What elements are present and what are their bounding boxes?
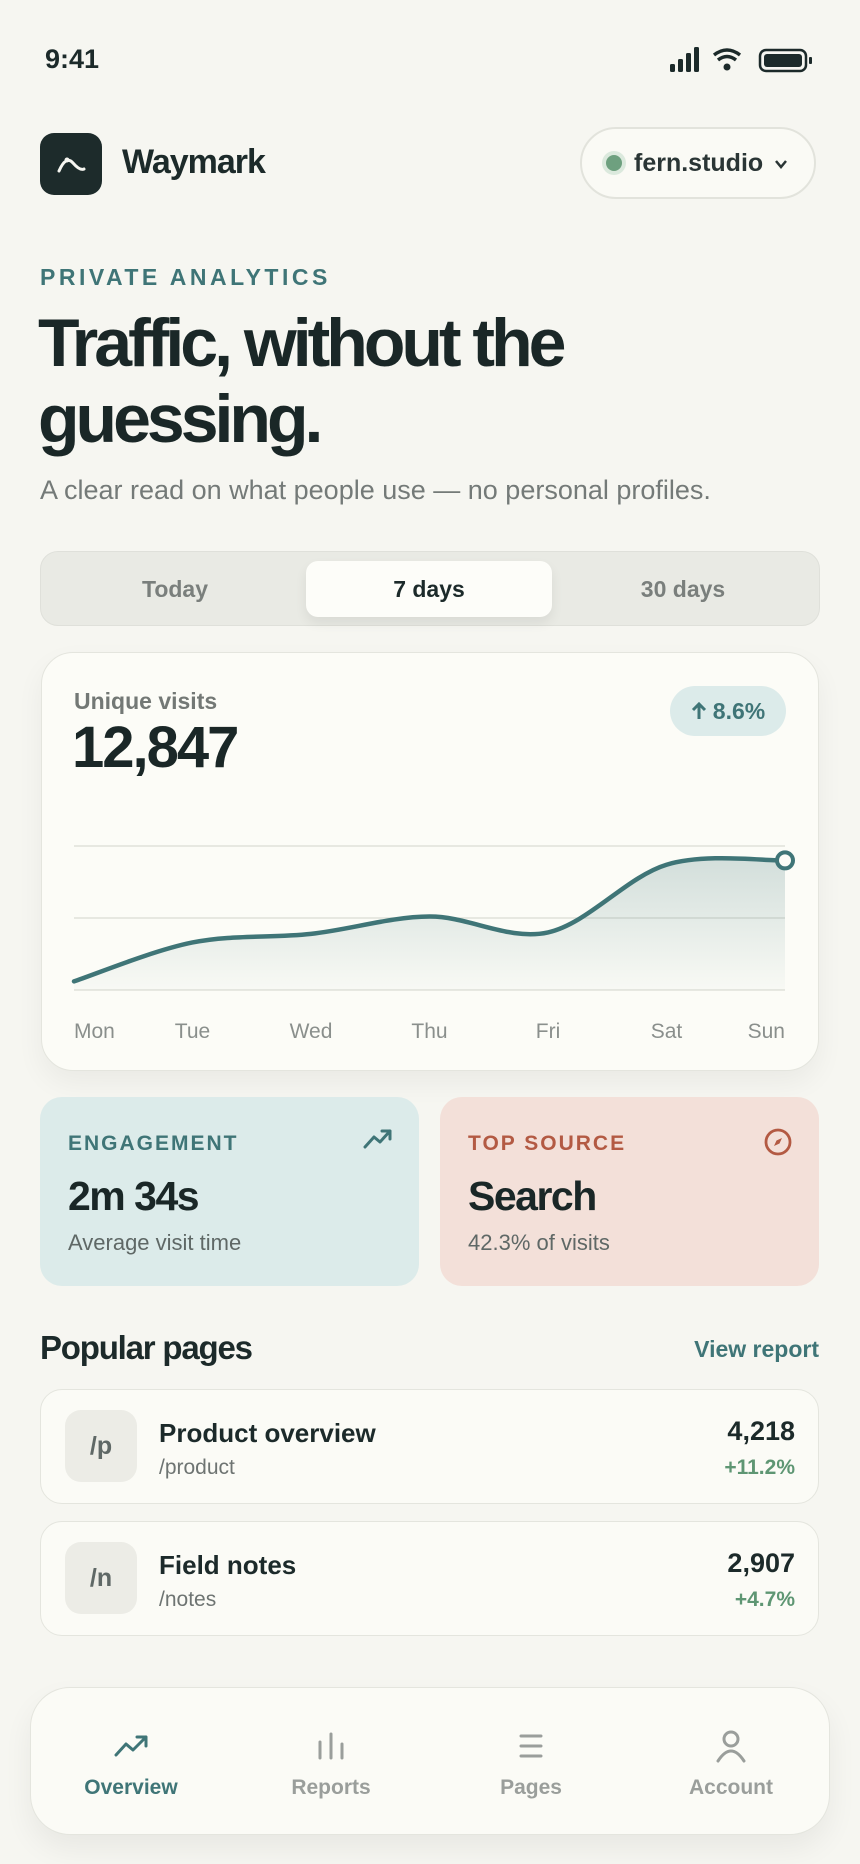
x-tick-label: Fri bbox=[536, 1020, 561, 1043]
visits-total: 12,847 bbox=[72, 715, 239, 780]
page-change: +11.2% bbox=[724, 1456, 795, 1479]
visits-label: Unique visits bbox=[74, 688, 218, 714]
page-visits: 2,907 bbox=[727, 1548, 795, 1578]
page-path: /product bbox=[159, 1456, 235, 1479]
workspace-name: fern.studio bbox=[634, 149, 764, 177]
line bbox=[71, 855, 788, 984]
page-change: +4.7% bbox=[734, 1588, 795, 1611]
brand-logo bbox=[40, 133, 102, 195]
status-dot bbox=[606, 155, 622, 171]
range-tab[interactable]: Today bbox=[141, 575, 209, 602]
chevron bbox=[775, 160, 787, 169]
source-card: TOP SOURCE Search 42.3% of visits bbox=[440, 1097, 819, 1286]
nav-item[interactable]: Reports bbox=[231, 1688, 431, 1836]
status-icons bbox=[670, 47, 812, 73]
nav-icon bbox=[114, 1735, 148, 1757]
nav-item[interactable]: Pages bbox=[431, 1688, 631, 1836]
engagement-card: ENGAGEMENT 2m 34s Average visit time bbox=[40, 1097, 419, 1286]
view-report-link[interactable]: View report bbox=[694, 1336, 819, 1362]
stat-label: TOP SOURCE bbox=[468, 1132, 627, 1155]
page-visits: 4,218 bbox=[727, 1416, 795, 1446]
range-tab[interactable]: 30 days bbox=[640, 575, 726, 602]
nav-label: Overview bbox=[84, 1776, 178, 1799]
stat-value: Search bbox=[468, 1173, 597, 1219]
nav-item[interactable]: Account bbox=[631, 1688, 831, 1836]
x-tick-label: Mon bbox=[74, 1020, 115, 1043]
trend-icon bbox=[363, 1129, 392, 1149]
x-tick-label: Sat bbox=[651, 1020, 683, 1043]
stat-label: ENGAGEMENT bbox=[68, 1132, 239, 1155]
x-tick-label: Sun bbox=[748, 1020, 785, 1043]
subtitle: A clear read on what people use — no per… bbox=[40, 475, 711, 505]
range-tabs: Today 7 days 30 days bbox=[40, 551, 820, 626]
compass-icon bbox=[764, 1128, 792, 1156]
page-row[interactable]: /n Field notes/notes 2,907 +4.7% bbox=[40, 1521, 819, 1636]
page-icon: /n bbox=[65, 1542, 137, 1614]
nav-icon bbox=[318, 1732, 344, 1760]
change-value: 8.6% bbox=[712, 697, 766, 724]
nav-icon bbox=[716, 1730, 746, 1763]
bottom-nav: Overview Reports Pages Account bbox=[30, 1687, 830, 1835]
up-arrow bbox=[691, 701, 706, 719]
page-icon: /p bbox=[65, 1410, 137, 1482]
headline: Traffic, without the guessing. bbox=[38, 305, 566, 457]
page-row[interactable]: /p Product overview/product 4,218 +11.2% bbox=[40, 1389, 819, 1504]
nav-label: Pages bbox=[500, 1776, 562, 1799]
workspace-switcher[interactable]: fern.studio bbox=[580, 127, 816, 199]
end-point bbox=[775, 850, 795, 871]
brand-name: Waymark bbox=[122, 143, 266, 181]
status-time: 9:41 bbox=[45, 44, 100, 74]
nav-label: Account bbox=[689, 1776, 773, 1799]
stat-note: 42.3% of visits bbox=[468, 1230, 610, 1255]
page-title: Product overview bbox=[159, 1418, 376, 1448]
nav-item[interactable]: Overview bbox=[31, 1688, 231, 1836]
page-title: Field notes bbox=[159, 1550, 297, 1580]
page-path: /notes bbox=[159, 1588, 217, 1611]
x-tick-label: Wed bbox=[290, 1020, 333, 1043]
x-tick-label: Tue bbox=[175, 1020, 210, 1043]
change-badge: 8.6% bbox=[670, 686, 786, 736]
visits-chart: Mon Tue Wed Thu Fri Sat Sun bbox=[71, 845, 795, 1043]
nav-label: Reports bbox=[291, 1776, 371, 1799]
stat-note: Average visit time bbox=[68, 1230, 242, 1255]
stat-value: 2m 34s bbox=[68, 1173, 200, 1219]
nav-icon bbox=[519, 1734, 543, 1758]
area bbox=[74, 858, 785, 990]
section-title: Popular pages bbox=[40, 1329, 253, 1366]
eyebrow: PRIVATE ANALYTICS bbox=[40, 264, 331, 290]
x-tick-label: Thu bbox=[411, 1020, 447, 1043]
range-tab[interactable]: 7 days bbox=[306, 561, 552, 617]
